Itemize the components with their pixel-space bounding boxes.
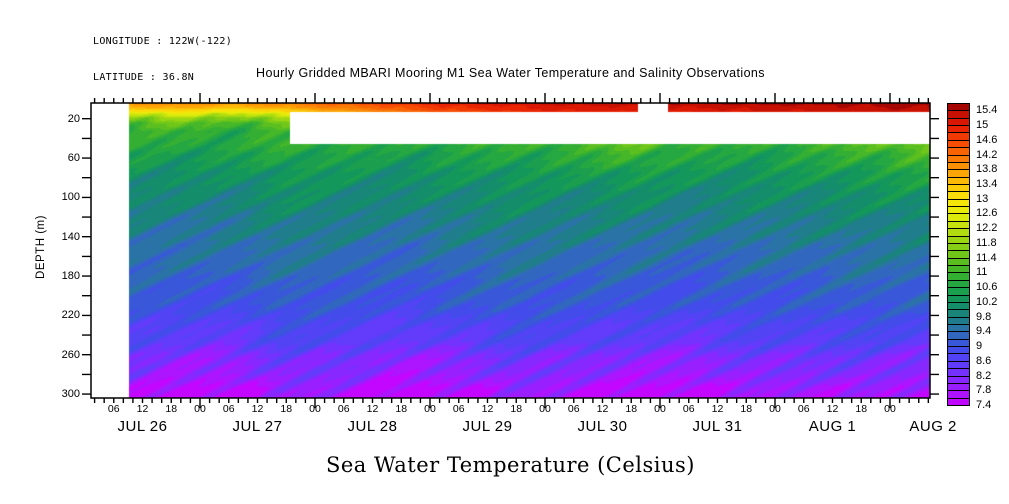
x-hour-label: 18 [510, 403, 523, 415]
x-hour-label: 06 [222, 403, 235, 415]
latitude-text: LATITUDE : 36.8N [93, 72, 195, 83]
colorbar-tick-label: 15.4 [976, 104, 998, 117]
y-tick-label: 140 [61, 230, 80, 243]
x-hour-label: 00 [424, 403, 436, 415]
colorbar-labels: 15.4 15 14.6 14.2 13.8 13.4 13 12.6 12.2 11.8 11.4… [976, 103, 1009, 411]
colorbar-tick-label: 11 [976, 266, 988, 279]
plot-frame [90, 102, 931, 399]
x-hour-label: 12 [711, 403, 724, 415]
x-hour-label: 18 [165, 403, 178, 415]
x-date-label: AUG 2 [909, 418, 957, 435]
x-hour-label: 06 [107, 403, 120, 415]
figure-caption: Sea Water Temperature (Celsius) [325, 453, 695, 477]
colorbar-tick-label: 8.6 [976, 354, 992, 367]
colorbar-tick-label: 8.2 [976, 369, 992, 382]
x-hour-label: 00 [194, 403, 206, 415]
x-hour-label: 18 [855, 403, 868, 415]
x-hour-label: 18 [740, 403, 753, 415]
x-hour-label: 06 [337, 403, 350, 415]
x-hour-label: 00 [539, 403, 551, 415]
x-hour-label: 00 [309, 403, 321, 415]
colorbar-tick-label: 13 [976, 192, 989, 205]
y-tick-label: 60 [67, 152, 80, 165]
colorbar-tick-label: 15 [976, 119, 989, 132]
colorbar-tick-label: 13.4 [976, 178, 998, 191]
colorbar-tick-label: 14.2 [976, 148, 998, 161]
colorbar-tick-label: 11.4 [976, 251, 997, 264]
y-tick-label: 220 [61, 309, 80, 322]
y-tick-label: 20 [67, 112, 80, 125]
colorbar-tick-label: 13.8 [976, 163, 998, 176]
x-hour-label: 00 [769, 403, 781, 415]
x-hour-label: 18 [280, 403, 293, 415]
colorbar-tick-label: 12.2 [976, 222, 998, 235]
colorbar-tick-label: 9.8 [976, 310, 992, 323]
colorbar-segment [947, 397, 970, 406]
colorbar [947, 103, 970, 406]
x-hour-label: 18 [625, 403, 638, 415]
x-hour-label: 06 [682, 403, 695, 415]
x-date-label: JUL 29 [462, 418, 513, 435]
y-tick-label: 260 [61, 348, 80, 361]
axis-ticks [82, 93, 939, 408]
y-tick-label: 100 [61, 191, 80, 204]
colorbar-tick-label: 14.6 [976, 133, 998, 146]
x-date-label: JUL 30 [577, 418, 628, 435]
x-hour-label: 00 [884, 403, 896, 415]
x-date-label: JUL 31 [692, 418, 743, 435]
heatmap-canvas [91, 103, 930, 398]
x-hour-label: 12 [826, 403, 839, 415]
colorbar-tick-label: 10.2 [976, 295, 998, 308]
plot-title: Hourly Gridded MBARI Mooring M1 Sea Wate… [256, 66, 765, 80]
x-hour-label: 00 [654, 403, 666, 415]
x-hour-label: 06 [567, 403, 580, 415]
longitude-text: LONGITUDE : 122W(-122) [93, 36, 233, 47]
x-date-label: JUL 26 [117, 418, 168, 435]
x-hour-label: 12 [596, 403, 609, 415]
x-hour-label: 18 [395, 403, 408, 415]
colorbar-tick-label: 12.6 [976, 207, 998, 220]
x-hour-label: 06 [797, 403, 810, 415]
y-tick-label: 180 [61, 270, 80, 283]
x-date-label: JUL 27 [232, 418, 283, 435]
colorbar-tick-label: 10.6 [976, 281, 998, 294]
y-tick-label: 300 [61, 388, 80, 401]
x-date-label: AUG 1 [808, 418, 857, 435]
colorbar-tick-label: 7.4 [976, 399, 992, 411]
colorbar-tick-label: 9 [976, 340, 983, 353]
colorbar-tick-label: 7.8 [976, 384, 992, 397]
colorbar-tick-label: 9.4 [976, 325, 992, 338]
colorbar-tick-label: 11.8 [976, 236, 997, 249]
x-hour-label: 12 [251, 403, 264, 415]
x-hour-label: 12 [366, 403, 379, 415]
x-hour-label: 12 [136, 403, 149, 415]
x-hour-label: 12 [481, 403, 494, 415]
x-hour-label: 06 [452, 403, 465, 415]
x-date-label: JUL 28 [347, 418, 398, 435]
